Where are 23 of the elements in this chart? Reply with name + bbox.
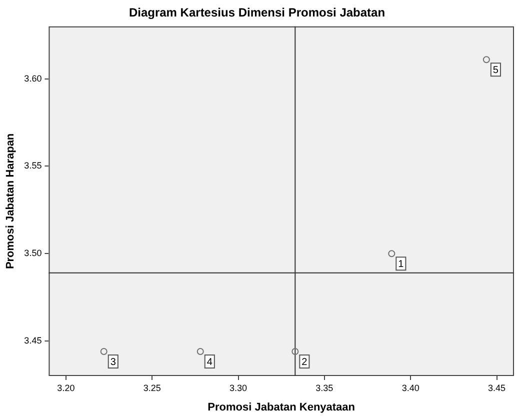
x-tick-label: 3.30 xyxy=(230,382,248,393)
y-tick-label: 3.45 xyxy=(24,336,42,346)
y-tick-label: 3.50 xyxy=(24,248,42,258)
point xyxy=(292,348,299,356)
annotation: 2 xyxy=(302,356,308,368)
x-axis-title: Promosi Jabatan Kenyataan xyxy=(208,401,356,414)
x-tick-label: 3.35 xyxy=(316,382,334,393)
y-tick-label: 3.60 xyxy=(24,73,42,84)
annotation: 3 xyxy=(110,356,116,368)
x-tick-label: 3.45 xyxy=(488,382,506,393)
annotation: 5 xyxy=(492,64,499,76)
y-axis-title: Promosi Jabatan Harapan xyxy=(4,133,17,270)
point xyxy=(388,250,396,258)
chart-title: Diagram Kartesius Dimensi Promosi Jabatan xyxy=(128,6,386,20)
point xyxy=(196,348,204,356)
x-tick-label: 3.25 xyxy=(143,382,161,393)
annotation: 4 xyxy=(206,356,213,368)
annotation: 1 xyxy=(398,258,404,270)
point xyxy=(100,348,108,356)
point xyxy=(482,56,490,64)
x-tick-label: 3.20 xyxy=(57,382,75,393)
y-tick-label: 3.55 xyxy=(24,160,42,171)
x-tick-label: 3.40 xyxy=(402,382,420,393)
